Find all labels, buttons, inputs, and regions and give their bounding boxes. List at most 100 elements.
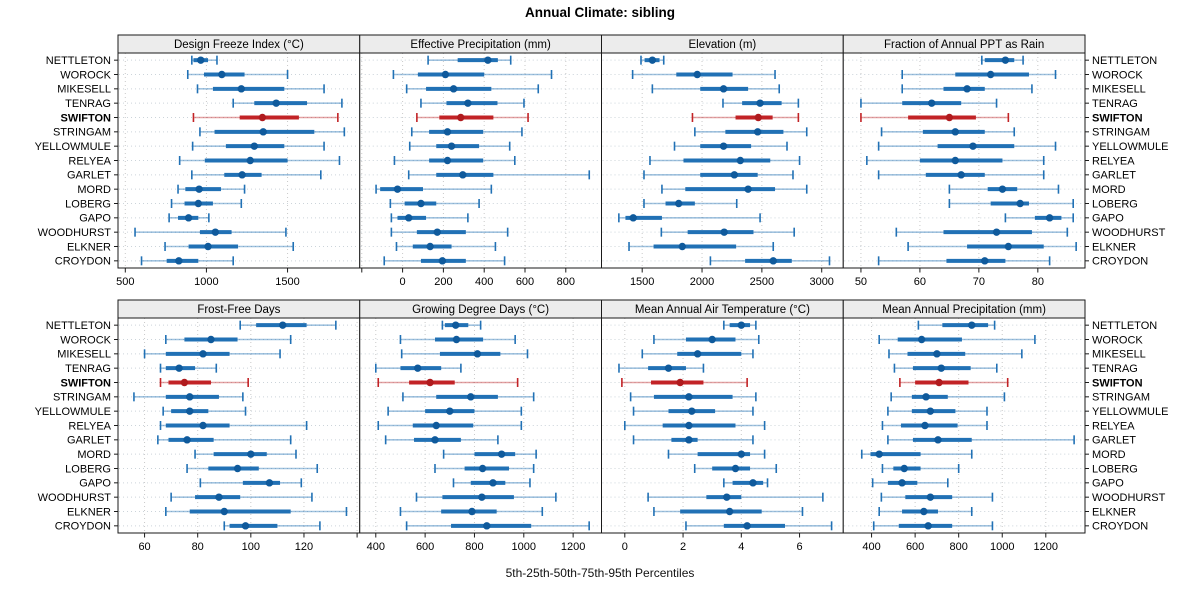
station-label-right: MIKESELL — [1092, 349, 1146, 361]
median-dot — [194, 199, 203, 208]
median-dot — [945, 113, 954, 122]
station-label-right: MIKESELL — [1092, 84, 1146, 96]
axis-tick-label: 0 — [400, 276, 406, 288]
station-label-right: TENRAG — [1092, 98, 1138, 110]
median-dot — [215, 493, 223, 501]
station-label-left: WOROCK — [60, 334, 111, 346]
axis-tick-label: 60 — [914, 276, 926, 288]
axis-tick-label: 800 — [465, 541, 483, 553]
median-dot — [449, 85, 458, 93]
median-dot — [478, 464, 487, 473]
median-dot — [199, 350, 207, 358]
station-label-left: MIKESELL — [57, 349, 111, 361]
median-dot — [426, 378, 434, 387]
median-dot — [685, 393, 693, 401]
axis-tick-label: 3000 — [809, 276, 833, 288]
median-dot — [693, 70, 701, 79]
median-dot — [719, 85, 728, 93]
median-dot — [441, 70, 450, 79]
median-dot — [484, 56, 492, 64]
axis-tick-label: 600 — [416, 541, 434, 553]
axis-tick-label: 1000 — [194, 276, 218, 288]
median-dot — [917, 335, 926, 344]
median-dot — [447, 142, 456, 150]
axis-tick-label: 6 — [796, 541, 802, 553]
median-dot — [497, 450, 506, 458]
median-dot — [725, 507, 734, 516]
median-dot — [875, 450, 883, 458]
median-dot — [459, 171, 467, 179]
strip-header — [842, 299, 1086, 319]
median-dot — [195, 185, 203, 193]
axis-tick-label: 1000 — [512, 541, 536, 553]
axis-tick-label: 1500 — [630, 276, 654, 288]
median-dot — [676, 378, 684, 387]
median-dot — [417, 199, 425, 208]
axis-tick-label: 100 — [242, 541, 260, 553]
median-dot — [685, 436, 693, 444]
median-dot — [207, 335, 215, 344]
station-label-left: NETTLETON — [46, 320, 111, 332]
station-label-right: CROYDON — [1092, 256, 1148, 268]
median-dot — [468, 507, 476, 516]
station-label-left: SWIFTON — [60, 377, 111, 389]
median-dot — [998, 185, 1007, 193]
median-dot — [737, 321, 746, 329]
axis-tick-label: 200 — [434, 276, 452, 288]
median-dot — [753, 128, 762, 136]
station-label-left: NETTLETON — [46, 55, 111, 67]
station-label-right: TENRAG — [1092, 363, 1138, 375]
median-dot — [478, 493, 486, 501]
median-dot — [211, 228, 220, 236]
median-dot — [736, 156, 745, 165]
median-dot — [489, 479, 497, 487]
median-dot — [769, 257, 777, 265]
station-label-right: MORD — [1092, 449, 1126, 461]
median-dot — [708, 335, 716, 344]
station-label-left: YELLOWMULE — [35, 406, 111, 418]
strip-title: Frost-Free Days — [197, 304, 280, 316]
station-label-left: CROYDON — [55, 256, 111, 268]
axis-tick-label: 800 — [950, 541, 968, 553]
median-dot — [443, 156, 452, 165]
median-dot — [986, 70, 995, 79]
median-dot — [927, 99, 936, 107]
axis-tick-label: 2000 — [690, 276, 714, 288]
axis-tick-label: 1200 — [561, 541, 585, 553]
axis-tick-label: 120 — [295, 541, 313, 553]
station-label-right: WOROCK — [1092, 334, 1143, 346]
axis-tick-label: 1500 — [275, 276, 299, 288]
station-label-right: STRINGAM — [1092, 127, 1150, 139]
median-dot — [693, 350, 702, 358]
median-dot — [183, 436, 191, 444]
median-dot — [937, 364, 945, 372]
station-label-right: WOODHURST — [1092, 492, 1166, 504]
median-dot — [743, 522, 751, 530]
station-label-right: WOODHURST — [1092, 227, 1166, 239]
median-dot — [921, 421, 929, 430]
axis-tick-label: 0 — [622, 541, 628, 553]
axis-tick-label: 70 — [973, 276, 985, 288]
strip-title: Fraction of Annual PPT as Rain — [884, 39, 1044, 51]
median-dot — [688, 407, 696, 415]
median-dot — [730, 171, 739, 179]
median-dot — [629, 214, 637, 222]
axis-tick-label: 4 — [738, 541, 744, 553]
median-dot — [969, 142, 977, 150]
station-label-left: WOROCK — [60, 69, 111, 81]
station-label-right: GAPO — [1092, 213, 1124, 225]
station-label-left: YELLOWMULE — [35, 141, 111, 153]
strip-title: Effective Precipitation (mm) — [410, 39, 551, 51]
median-dot — [1016, 199, 1024, 208]
median-dot — [749, 479, 757, 487]
axis-tick-label: 1200 — [1034, 541, 1058, 553]
station-label-left: LOBERG — [65, 463, 111, 475]
median-dot — [731, 464, 740, 473]
station-label-right: STRINGAM — [1092, 392, 1150, 404]
percentile-legend: 5th-25th-50th-75th-95th Percentiles — [505, 566, 695, 580]
station-label-right: GAPO — [1092, 478, 1124, 490]
median-dot — [678, 242, 686, 251]
station-label-right: SWIFTON — [1092, 377, 1143, 389]
median-dot — [720, 228, 728, 236]
